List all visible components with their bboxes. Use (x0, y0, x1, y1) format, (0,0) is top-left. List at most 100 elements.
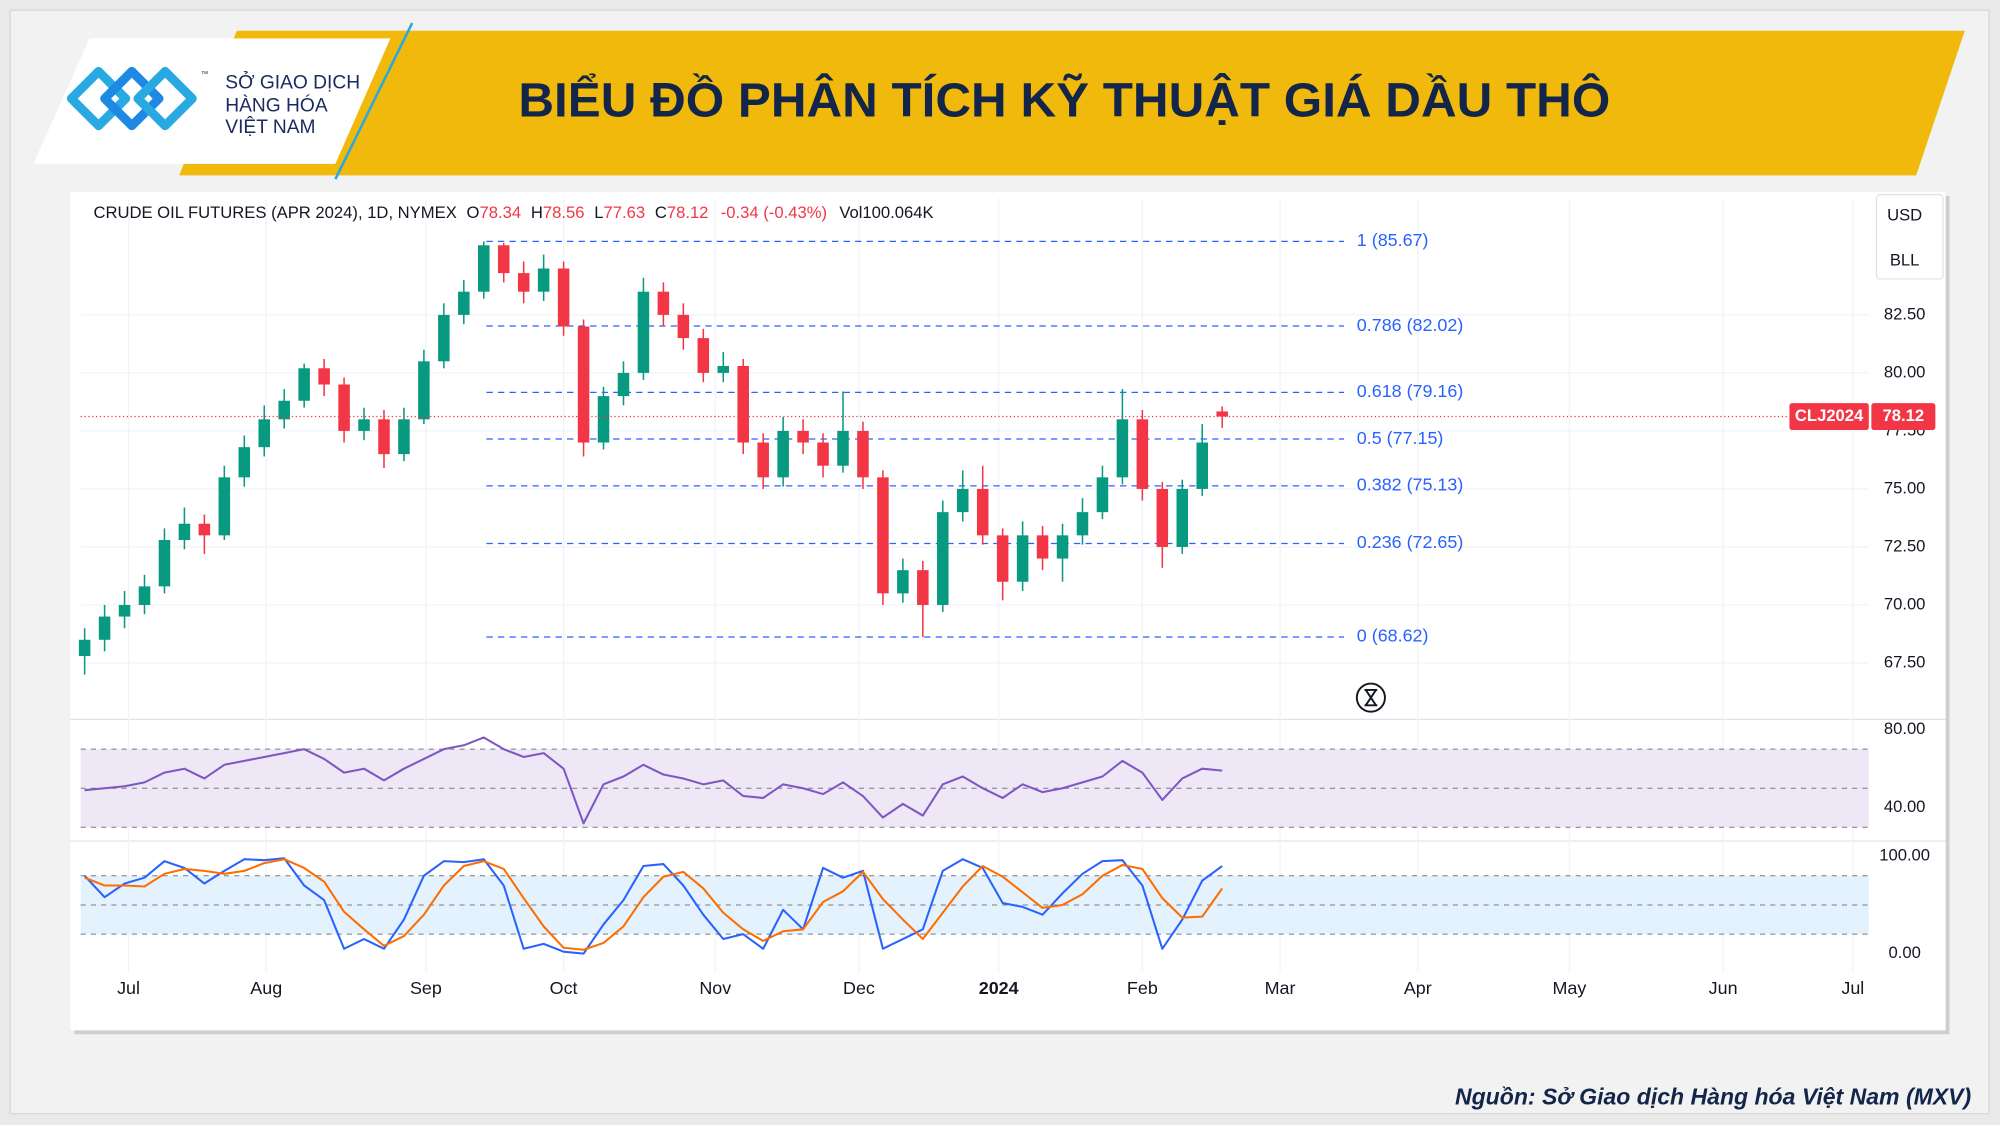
title-banner (179, 30, 1965, 176)
ohlc-prefix: L (594, 203, 603, 222)
price-tag (1871, 403, 1936, 430)
candle-body (757, 442, 769, 478)
candle-body (1036, 535, 1049, 559)
candle-body (1076, 512, 1089, 536)
y-tick-label: 70.00 (1884, 594, 1926, 613)
candle-body (118, 604, 131, 617)
candle-body (717, 365, 730, 373)
banner-accent (334, 22, 414, 180)
high-value: 78.56 (543, 203, 585, 222)
candle-body (657, 291, 670, 315)
open-value: 78.34 (479, 203, 521, 222)
logo-text: HÀNG HÓA (225, 94, 328, 116)
logo-text: VIỆT NAM (225, 117, 315, 138)
y-tick-label: 67.50 (1884, 652, 1926, 671)
volume-value: Vol100.064K (839, 203, 933, 222)
candle-body (817, 442, 829, 466)
logo-icon (66, 66, 197, 131)
candle-body (98, 616, 111, 640)
candle-body (637, 291, 650, 373)
candle-body (517, 273, 530, 292)
candle-body (478, 245, 490, 292)
fib-label: 1 (85.67) (1357, 230, 1429, 250)
symbol-tag (1789, 403, 1869, 430)
x-tick-label: Oct (550, 978, 578, 998)
fib-label: 0.5 (77.15) (1357, 428, 1444, 448)
y-tick-label: 40.00 (1884, 797, 1926, 816)
y-tick-label: 80.00 (1884, 719, 1926, 738)
y-tick-label: 72.50 (1884, 536, 1926, 555)
candle-body (138, 586, 151, 605)
candle-body (278, 400, 290, 420)
ohlc-prefix: O (467, 203, 480, 222)
candle-body (398, 419, 410, 455)
logo-trademark: ™ (201, 69, 209, 78)
chart-legend: CRUDE OIL FUTURES (APR 2024), 1D, NYMEX … (93, 203, 933, 222)
candle-body (1116, 419, 1129, 478)
ohlc-prefix: C (655, 203, 667, 222)
logo-box (33, 38, 391, 164)
page-title: BIỂU ĐỒ PHÂN TÍCH KỸ THUẬT GIÁ DẦU THÔ (518, 73, 1610, 128)
source-note: Nguồn: Sở Giao dịch Hàng hóa Việt Nam (M… (1455, 1083, 1971, 1109)
indicator-line (84, 858, 1224, 951)
candle-body (1156, 488, 1169, 547)
axis-unit-box (1875, 193, 1944, 280)
y-tick-label: 100.00 (1879, 846, 1930, 865)
candle-body (617, 372, 630, 397)
candle-body (877, 477, 889, 594)
candle-body (537, 268, 550, 292)
candle-body (1056, 535, 1069, 559)
x-tick-label: Jun (1709, 978, 1738, 998)
y-tick-label: 0.00 (1888, 943, 1920, 962)
close-value: 78.12 (667, 203, 709, 222)
candle-body (218, 477, 231, 536)
candle-body (338, 384, 350, 431)
x-tick-label: Mar (1265, 978, 1296, 998)
candle-body (577, 326, 590, 443)
candle-body (777, 430, 789, 478)
ohlc-prefix: H (531, 203, 543, 222)
candle-body (897, 570, 909, 594)
x-tick-label: Jul (1841, 978, 1864, 998)
plot: Jul Aug Sep Oct Nov Dec 2024 Feb Mar Apr May Jun Jul… (70, 198, 1946, 998)
candle-body (976, 488, 989, 536)
candle-body (358, 419, 370, 431)
candle-body (298, 368, 310, 401)
candle-body (78, 639, 91, 657)
candle-body (418, 361, 430, 420)
x-tick-label: Jul (117, 978, 140, 998)
y-tick-label: 80.00 (1884, 362, 1926, 381)
x-tick-label: Sep (410, 978, 442, 998)
candle-body (318, 368, 330, 385)
x-tick-label: Aug (250, 978, 282, 998)
candle-body (956, 488, 969, 513)
y-tick-label: 82.50 (1884, 304, 1926, 323)
candle-body (857, 430, 869, 478)
logo-shape (133, 66, 197, 131)
fib-label: 0 (68.62) (1357, 626, 1429, 646)
candle-body (597, 396, 610, 443)
candle-body (378, 419, 390, 455)
logo-text: SỞ GIAO DỊCH (225, 71, 360, 93)
candle-body (1136, 419, 1149, 489)
change-value: -0.34 (-0.43%) (721, 203, 827, 222)
candle-body (697, 338, 710, 373)
candle-body (258, 419, 271, 448)
candle-body (996, 535, 1009, 582)
fib-label: 0.236 (72.65) (1357, 532, 1464, 552)
fib-label: 0.382 (75.13) (1357, 475, 1464, 495)
x-tick-label: Nov (699, 978, 731, 998)
candle-body (937, 512, 949, 605)
currency-label: USD (1887, 206, 1922, 225)
x-tick-label: 2024 (979, 978, 1019, 998)
candle-body (458, 291, 470, 315)
candle-body (1176, 488, 1189, 547)
candle-body (797, 430, 809, 443)
low-value: 77.63 (603, 203, 645, 222)
x-tick-label: May (1553, 978, 1587, 998)
x-tick-label: Apr (1404, 978, 1432, 998)
candle-body (1096, 477, 1109, 513)
unit-label: BLL (1890, 251, 1920, 270)
candle-body (438, 314, 450, 362)
